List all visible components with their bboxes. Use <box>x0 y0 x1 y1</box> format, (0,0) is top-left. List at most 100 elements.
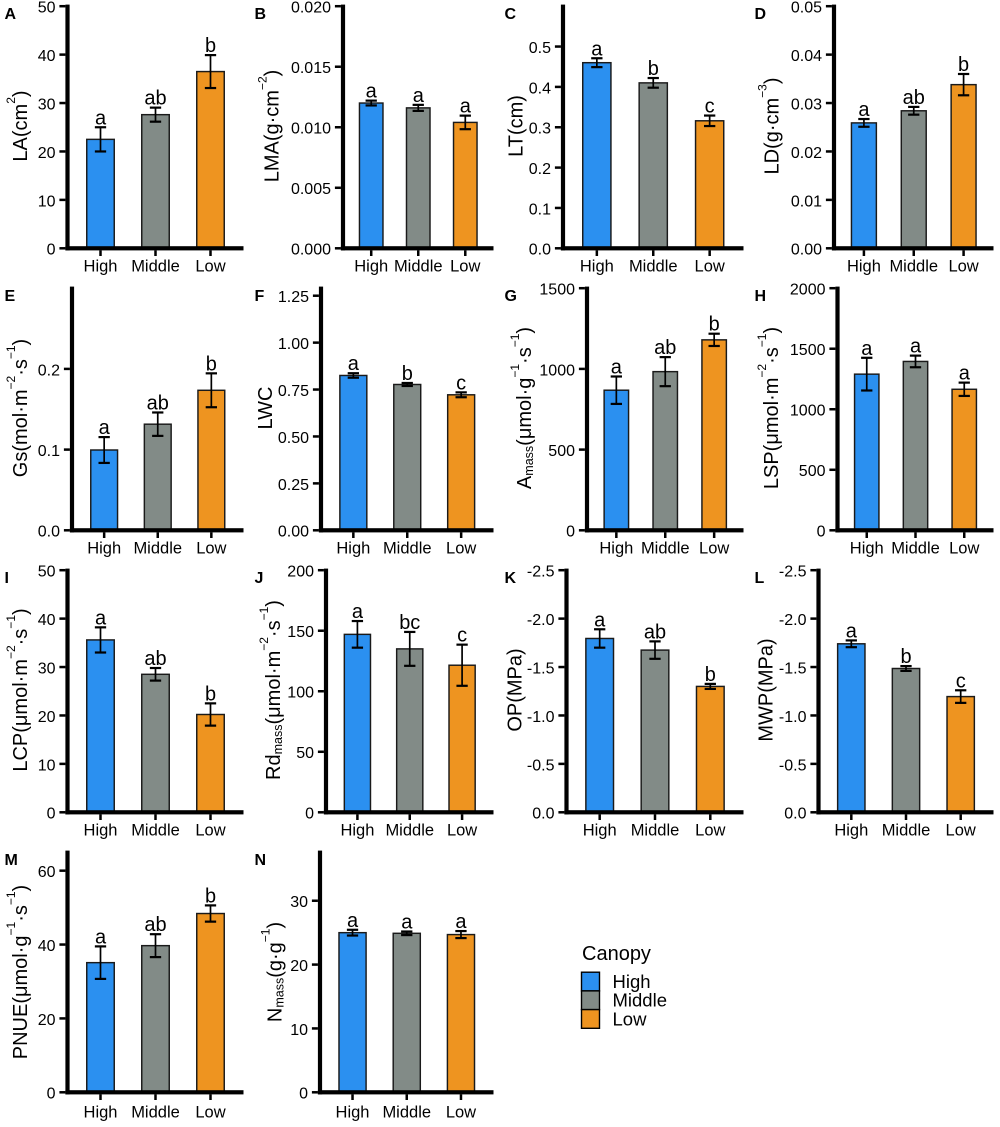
svg-text:b: b <box>206 353 217 375</box>
svg-text:MWP(MPa): MWP(MPa) <box>756 638 778 741</box>
svg-text:High: High <box>336 1104 370 1122</box>
svg-text:a: a <box>611 356 623 378</box>
svg-text:High: High <box>583 822 617 840</box>
svg-text:E: E <box>5 288 16 305</box>
svg-text:0: 0 <box>305 806 314 823</box>
svg-text:N: N <box>255 852 267 869</box>
svg-text:Middle: Middle <box>394 258 443 276</box>
svg-text:PNUE(μmol·g−1​·s−1​): PNUE(μmol·g−1​·s−1​) <box>4 885 32 1059</box>
svg-text:0: 0 <box>47 242 56 259</box>
svg-text:Middle: Middle <box>631 822 680 840</box>
svg-text:50: 50 <box>296 745 314 762</box>
svg-text:High: High <box>87 540 121 558</box>
svg-text:0.0: 0.0 <box>38 524 60 541</box>
svg-text:Rdmass​(μmol·m−2​·s−1​): Rdmass​(μmol·m−2​·s−1​) <box>257 600 285 780</box>
svg-text:20: 20 <box>38 1012 56 1029</box>
svg-text:K: K <box>505 570 517 587</box>
svg-text:Middle: Middle <box>131 1104 180 1122</box>
svg-text:0.75: 0.75 <box>278 383 309 400</box>
svg-text:I: I <box>5 570 9 587</box>
svg-text:Middle: Middle <box>889 258 938 276</box>
svg-text:b: b <box>205 683 216 705</box>
svg-text:1.25: 1.25 <box>278 289 309 306</box>
svg-text:b: b <box>958 54 969 76</box>
svg-text:M: M <box>5 852 18 869</box>
svg-text:Low: Low <box>195 1104 225 1122</box>
svg-text:D: D <box>755 6 767 23</box>
svg-text:40: 40 <box>38 938 56 955</box>
svg-text:Low: Low <box>699 540 729 558</box>
svg-text:Middle: Middle <box>891 540 940 558</box>
svg-text:-2.0: -2.0 <box>527 612 555 629</box>
svg-text:LA(cm2​): LA(cm2​) <box>4 90 32 161</box>
svg-text:ab: ab <box>144 88 166 110</box>
svg-text:High: High <box>599 540 633 558</box>
svg-text:10: 10 <box>290 1022 308 1039</box>
svg-text:b: b <box>900 646 911 668</box>
svg-text:ab: ab <box>147 392 169 414</box>
svg-text:0.03: 0.03 <box>791 96 822 113</box>
svg-text:a: a <box>347 910 359 932</box>
svg-text:Middle: Middle <box>613 990 668 1011</box>
svg-text:bc: bc <box>399 612 420 634</box>
svg-text:500: 500 <box>548 443 575 460</box>
svg-text:Low: Low <box>946 822 976 840</box>
svg-text:Middle: Middle <box>882 822 931 840</box>
svg-text:Middle: Middle <box>131 258 180 276</box>
svg-text:Middle: Middle <box>385 822 434 840</box>
svg-text:High: High <box>847 258 881 276</box>
svg-text:a: a <box>95 607 107 629</box>
svg-text:50: 50 <box>38 564 56 581</box>
svg-text:High: High <box>834 822 868 840</box>
svg-text:0.05: 0.05 <box>791 0 822 17</box>
svg-text:ab: ab <box>644 621 666 643</box>
svg-text:1500: 1500 <box>790 342 826 359</box>
svg-text:1000: 1000 <box>790 403 826 420</box>
svg-text:0: 0 <box>47 1086 56 1103</box>
svg-text:Middle: Middle <box>131 822 180 840</box>
svg-text:-2.5: -2.5 <box>527 564 555 581</box>
svg-text:30: 30 <box>38 96 56 113</box>
svg-text:0.4: 0.4 <box>529 80 551 97</box>
svg-text:Gs(mol·m−2​·s−1​): Gs(mol·m−2​·s−1​) <box>4 339 32 477</box>
svg-text:LD(g·cm−3​): LD(g·cm−3​) <box>756 77 784 174</box>
svg-text:High: High <box>84 822 118 840</box>
svg-text:a: a <box>95 926 107 948</box>
svg-text:Low: Low <box>196 540 226 558</box>
svg-text:High: High <box>580 258 614 276</box>
svg-text:High: High <box>850 540 884 558</box>
svg-text:0.2: 0.2 <box>38 362 60 379</box>
svg-text:High: High <box>354 258 388 276</box>
svg-text:ab: ab <box>144 914 166 936</box>
svg-text:Low: Low <box>447 822 477 840</box>
svg-text:b: b <box>402 363 413 385</box>
svg-text:-2.0: -2.0 <box>779 612 807 629</box>
svg-text:Middle: Middle <box>382 1104 431 1122</box>
svg-text:LSP(μmol·m−2​·s−1​): LSP(μmol·m−2​·s−1​) <box>755 327 783 489</box>
svg-text:Middle: Middle <box>133 540 182 558</box>
svg-text:0.000: 0.000 <box>291 242 331 259</box>
svg-text:40: 40 <box>38 48 56 65</box>
svg-text:ab: ab <box>144 648 166 670</box>
svg-text:Low: Low <box>446 1104 476 1122</box>
svg-text:a: a <box>910 336 922 358</box>
svg-text:-0.5: -0.5 <box>527 757 555 774</box>
svg-text:50: 50 <box>38 0 56 17</box>
svg-text:0.00: 0.00 <box>791 242 822 259</box>
svg-text:ab: ab <box>903 87 925 109</box>
svg-text:0.01: 0.01 <box>791 193 822 210</box>
svg-text:b: b <box>205 885 216 907</box>
svg-text:a: a <box>861 338 873 360</box>
svg-text:a: a <box>401 912 413 934</box>
svg-text:a: a <box>352 601 364 623</box>
svg-text:F: F <box>255 288 265 305</box>
svg-text:c: c <box>956 670 966 692</box>
svg-text:60: 60 <box>38 864 56 881</box>
svg-text:0.3: 0.3 <box>529 121 551 138</box>
svg-text:Low: Low <box>613 1008 648 1029</box>
svg-text:a: a <box>858 99 870 121</box>
svg-text:-1.0: -1.0 <box>779 709 807 726</box>
svg-text:L: L <box>755 570 765 587</box>
svg-text:30: 30 <box>290 894 308 911</box>
svg-text:-1.5: -1.5 <box>527 660 555 677</box>
